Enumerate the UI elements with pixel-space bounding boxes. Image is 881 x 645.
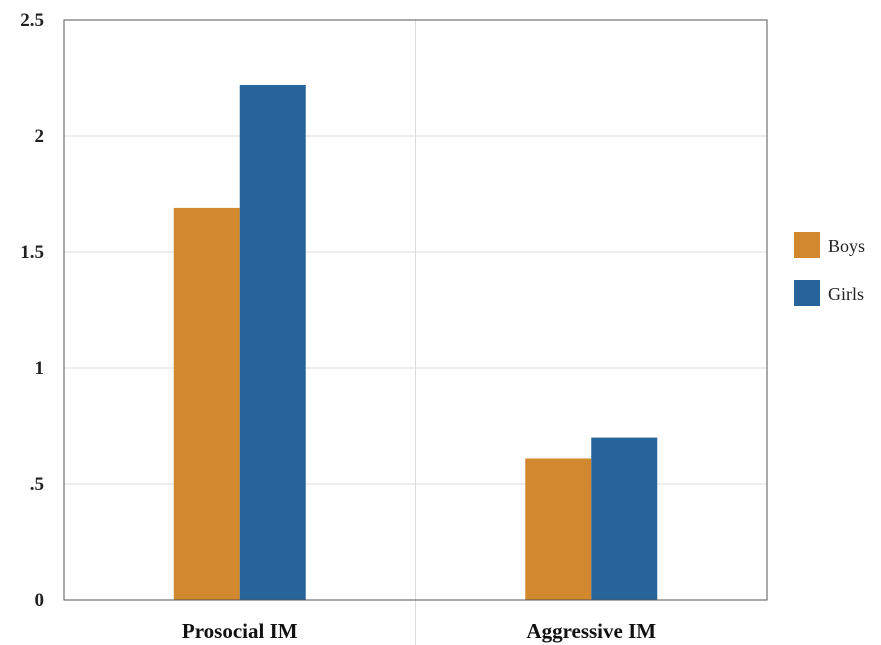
y-axis-ticks: 0 .5 1 1.5 2 2.5 <box>20 10 44 611</box>
y-tick-label: 1.5 <box>20 242 44 263</box>
bar-boys <box>525 458 592 600</box>
x-category-label: Aggressive IM <box>526 619 656 643</box>
y-tick-label: 1 <box>35 358 45 379</box>
bar-boys <box>173 207 240 601</box>
plot-frame <box>63 19 768 601</box>
x-category-label: Prosocial IM <box>182 619 298 643</box>
grid-lines <box>64 20 767 645</box>
bars <box>173 84 658 601</box>
y-tick-label: 2 <box>35 126 45 147</box>
bar-girls <box>591 437 658 600</box>
legend-label-boys: Boys <box>828 236 865 256</box>
x-axis-categories: Prosocial IM Aggressive IM <box>182 619 656 643</box>
legend-swatch-girls <box>794 280 820 306</box>
y-tick-label: .5 <box>30 474 44 495</box>
legend: Boys Girls <box>794 232 865 306</box>
bar-girls <box>239 84 306 600</box>
y-tick-label: 2.5 <box>20 10 44 31</box>
y-tick-label: 0 <box>35 590 45 611</box>
legend-swatch-boys <box>794 232 820 258</box>
legend-label-girls: Girls <box>828 284 864 304</box>
